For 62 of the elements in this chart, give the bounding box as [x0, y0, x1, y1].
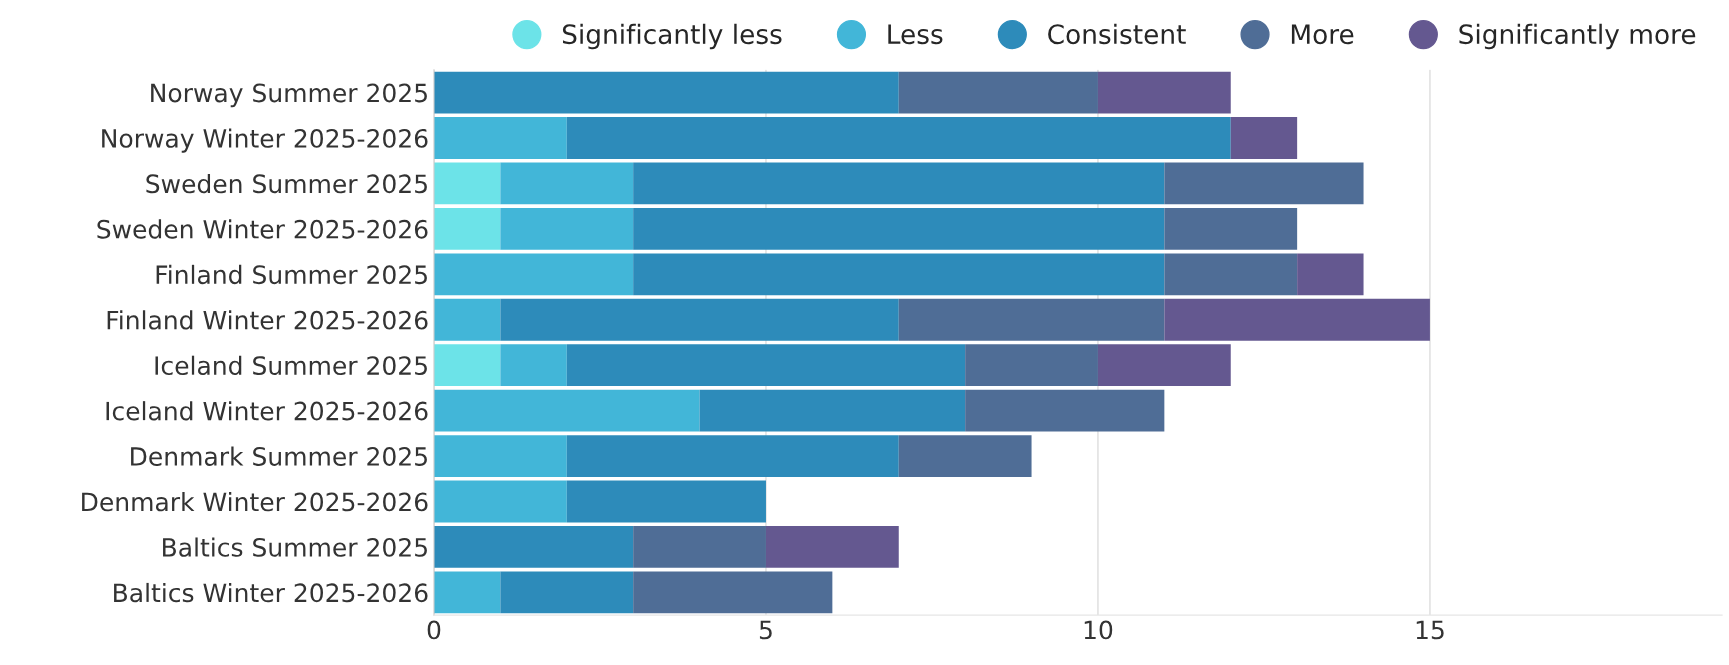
bar	[898, 298, 1165, 341]
bar	[433, 298, 501, 341]
bar	[699, 389, 966, 432]
y-tick-label: Finland Summer 2025	[156, 264, 427, 285]
legend-label: Significantly less	[562, 23, 782, 50]
y-tick-label: Sweden Summer 2025	[146, 173, 427, 194]
bar	[433, 435, 567, 477]
bar	[433, 480, 567, 523]
bar	[1164, 207, 1298, 250]
bar	[1097, 344, 1231, 387]
bar	[433, 526, 634, 568]
bar	[500, 344, 567, 387]
bar	[633, 207, 1165, 250]
x-tick-label: 15	[1416, 620, 1444, 640]
legend-label: Less	[888, 24, 943, 45]
bar	[633, 253, 1165, 296]
bar	[433, 389, 700, 432]
bar	[1297, 253, 1364, 296]
y-tick-label: Sweden Winter 2025-2026	[97, 219, 428, 239]
x-tick-label: 10	[1084, 620, 1113, 640]
y-tick-label: Iceland Summer 2025	[155, 355, 427, 376]
bar	[633, 162, 1165, 205]
legend-label: More	[1291, 24, 1354, 45]
bar	[500, 162, 634, 205]
y-tick-label: Baltics Winter 2025-2026	[114, 582, 428, 603]
bar	[1097, 71, 1231, 114]
bar	[566, 117, 1231, 159]
bar	[566, 344, 966, 387]
bar	[965, 344, 1098, 387]
bar	[765, 526, 899, 568]
bar	[433, 571, 501, 614]
bar	[433, 253, 634, 296]
x-tick-label: 0	[427, 620, 441, 640]
bar	[633, 526, 766, 568]
legend-label: Significantly more	[1459, 23, 1696, 50]
y-tick-label: Iceland Winter 2025-2026	[106, 401, 428, 421]
bar	[1230, 117, 1298, 159]
bar	[1164, 162, 1364, 205]
bar	[633, 571, 833, 614]
y-tick-label: Norway Summer 2025	[151, 83, 427, 108]
bar	[433, 117, 567, 159]
bar	[433, 71, 899, 114]
bar	[1164, 253, 1298, 296]
bar	[566, 435, 899, 477]
legend-label: Consistent	[1048, 23, 1186, 45]
y-tick-label: Denmark Summer 2025	[131, 446, 427, 466]
bar	[433, 162, 501, 205]
bar	[500, 571, 634, 614]
y-tick-label: Finland Winter 2025-2026	[107, 310, 428, 330]
bar	[500, 298, 899, 341]
y-tick-label: Norway Winter 2025-2026	[102, 128, 428, 153]
bar	[965, 389, 1165, 432]
x-tick-label: 5	[759, 620, 772, 640]
bar	[898, 71, 1098, 114]
y-tick-label: Baltics Summer 2025	[163, 537, 427, 557]
y-tick-label: Denmark Winter 2025-2026	[82, 492, 428, 512]
bar	[433, 207, 501, 250]
bar	[500, 207, 634, 250]
bar	[1164, 298, 1430, 341]
bar	[433, 344, 501, 387]
bar	[898, 435, 1032, 477]
bar	[566, 480, 766, 523]
